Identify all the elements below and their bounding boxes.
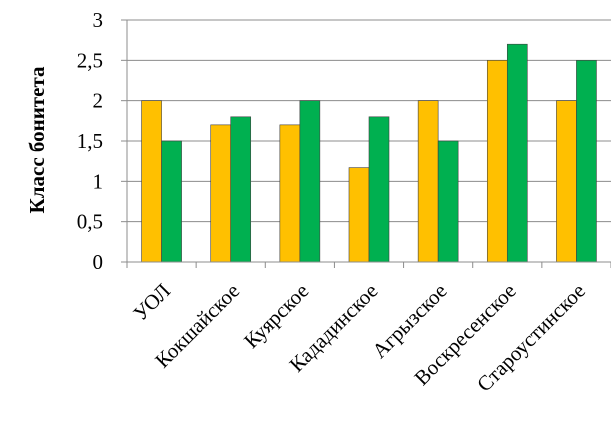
bar <box>576 60 597 263</box>
y-tick-label: 0,5 <box>77 210 103 234</box>
bar <box>210 124 232 263</box>
bar <box>486 60 508 263</box>
y-tick-label: 1,5 <box>77 129 103 153</box>
y-tick-label: 3 <box>93 8 104 32</box>
bar <box>348 167 370 263</box>
bar <box>437 140 459 263</box>
y-tick-labels: 0 0,5 1 1,5 2 2,5 3 <box>77 8 103 274</box>
bar <box>161 140 182 263</box>
bar <box>368 116 390 263</box>
bar <box>299 100 321 263</box>
y-tick-label: 2 <box>93 89 104 113</box>
x-tick-label: УОЛ <box>128 279 175 326</box>
x-tick-labels: УОЛКокшайскоеКуярскоеКададинскоеАгрызско… <box>128 279 590 397</box>
axes <box>121 19 611 268</box>
bar <box>279 124 301 263</box>
bar <box>230 116 252 263</box>
bar <box>556 100 577 263</box>
y-tick-label: 2,5 <box>77 48 103 72</box>
y-tick-label: 1 <box>93 169 104 193</box>
y-axis-label: Класс бонитета <box>25 66 49 214</box>
y-tick-label: 0 <box>93 250 104 274</box>
bar <box>141 100 162 263</box>
bars <box>141 43 597 263</box>
bar <box>506 43 528 263</box>
bar <box>417 100 439 263</box>
